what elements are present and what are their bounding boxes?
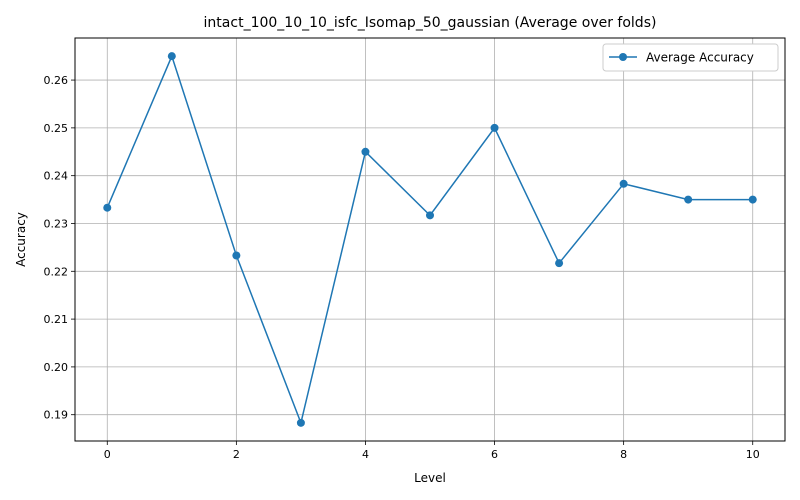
y-tick-label: 0.20	[44, 361, 69, 374]
data-point	[361, 147, 370, 156]
axis-ticks: 0 2 4 6 8 10 0.19 0.20 0.21 0.22 0.23 0.24 0.25 0.26	[44, 74, 760, 461]
data-point	[103, 203, 112, 212]
x-tick-label: 10	[746, 448, 760, 461]
x-tick-label: 0	[104, 448, 111, 461]
legend-label: Average Accuracy	[646, 51, 754, 65]
x-tick-label: 2	[233, 448, 240, 461]
plot-frame	[74, 37, 786, 442]
legend: Average Accuracy	[602, 43, 779, 72]
legend-marker-swatch	[619, 53, 627, 61]
x-tick-label: 6	[491, 448, 498, 461]
data-point	[619, 179, 628, 188]
data-point	[684, 195, 693, 204]
x-tick-label: 8	[620, 448, 627, 461]
x-tick-label: 4	[362, 448, 369, 461]
data-point	[555, 259, 564, 268]
y-tick-label: 0.24	[44, 170, 69, 183]
series-layer	[103, 52, 757, 427]
data-point	[490, 123, 499, 132]
data-point	[748, 195, 757, 204]
y-axis-label: Accuracy	[14, 212, 28, 267]
y-tick-label: 0.22	[44, 265, 69, 278]
y-tick-label: 0.25	[44, 122, 69, 135]
x-axis-label: Level	[414, 471, 446, 485]
data-point	[167, 52, 176, 61]
y-tick-label: 0.23	[44, 217, 69, 230]
chart-title: intact_100_10_10_isfc_Isomap_50_gaussian…	[204, 15, 657, 31]
y-tick-label: 0.19	[44, 409, 69, 422]
data-point	[296, 418, 305, 427]
data-point	[232, 251, 241, 260]
y-tick-label: 0.26	[44, 74, 69, 87]
y-tick-label: 0.21	[44, 313, 69, 326]
data-point	[426, 211, 434, 220]
legend-box	[602, 43, 779, 72]
grid	[75, 38, 785, 441]
